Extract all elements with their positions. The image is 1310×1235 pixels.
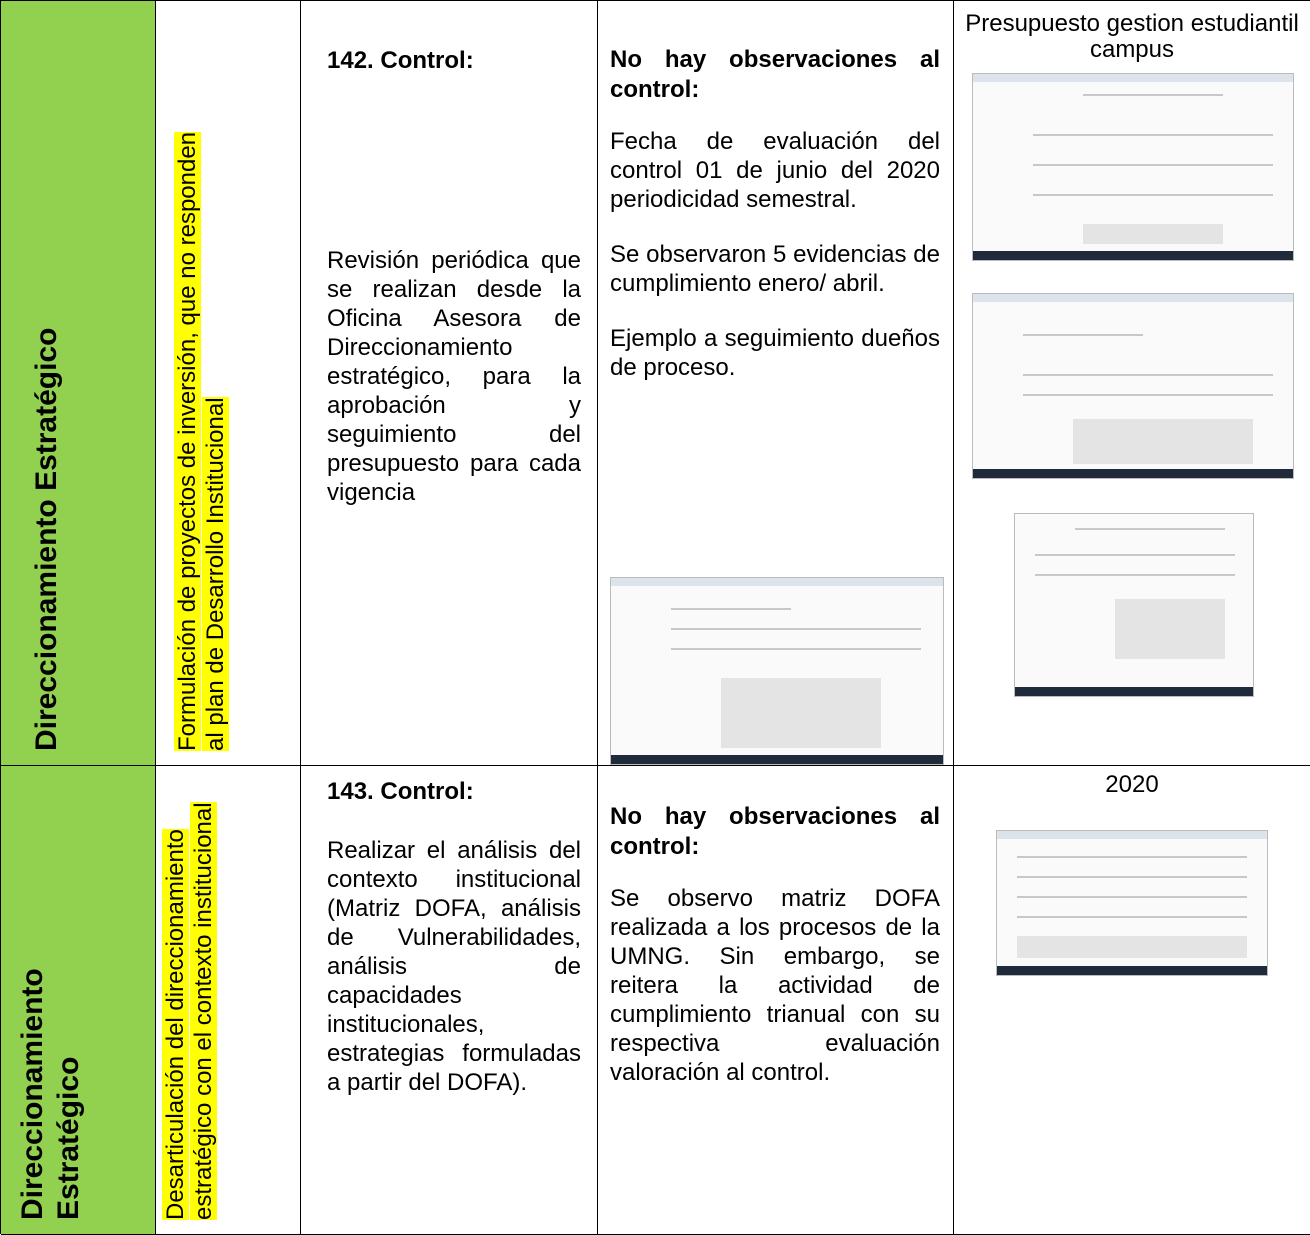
screenshot-line [1023,374,1273,376]
risk: Desarticulación del direccionamiento est… [162,780,218,1220]
screenshot-taskbar [997,966,1267,975]
screenshot-line [1033,134,1273,136]
screenshot-line [1023,394,1273,396]
control-text: Realizar el análisis del contexto instit… [327,837,581,1096]
process-cell: Direccionamiento Estratégico [1,1,156,766]
control-title: 142. Control: [327,47,474,74]
screenshot-taskbar [973,469,1293,478]
screenshot-line [1033,164,1273,166]
observation-title: No hay observaciones al control: [610,803,940,860]
screenshot-line [671,628,921,630]
observation-paragraph: Se observaron 5 evidencias de cumplimien… [610,241,940,297]
risk-text: Formulación de proyectos de inversión, q… [174,131,229,751]
risk-cell: Desarticulación del direccionamiento est… [156,766,301,1235]
observation-paragraph: Ejemplo a seguimiento dueños de proceso. [610,325,940,381]
risk-cell: Formulación de proyectos de inversión, q… [156,1,301,766]
screenshot-line [1035,574,1235,576]
screenshot-line [1017,896,1247,898]
process: Direccionamiento Estratégico [30,327,63,751]
observation-cell: No hay observaciones al control: Se obse… [598,766,954,1235]
evidence-cell: Presupuesto gestion estudiantil campus [954,1,1310,766]
control-text: Revisión periódica que se realizan desde… [327,247,581,506]
screenshot-line [1017,916,1247,918]
screenshot-bar [997,831,1267,839]
observation: No hay observaciones al control: Se obse… [610,802,940,1113]
screenshot-taskbar [611,755,943,764]
screenshot-bar [973,294,1293,302]
observation-title: No hay observaciones al control: [610,46,940,103]
screenshot [610,577,944,765]
screenshot [972,293,1294,479]
control-title: 143. Control: [327,778,474,805]
screenshot-bar [973,74,1293,82]
observation-cell: No hay observaciones al control: Fecha d… [598,1,954,766]
screenshot-line [671,608,791,610]
control-cell: 143. Control: Realizar el análisis del c… [301,766,598,1235]
screenshot-table [1083,224,1223,244]
screenshot-taskbar [973,251,1293,260]
screenshot-line [1033,194,1273,196]
evidence-caption: 2020 [1105,771,1159,798]
observation: No hay observaciones al control: Fecha d… [610,45,940,408]
evidence-cell: 2020 [954,766,1310,1235]
screenshot-table [1073,419,1253,464]
screenshot [972,73,1294,261]
screenshot-table [1017,936,1247,958]
risk: Formulación de proyectos de inversión, q… [174,121,230,751]
process-cell: Direccionamiento Estratégico [1,766,156,1235]
process: Direccionamiento Estratégico [16,968,85,1220]
observation-paragraphs: Se observo matriz DOFA realizada a los p… [610,884,940,1087]
screenshot-line [671,648,921,650]
screenshot-line [1017,876,1247,878]
screenshot-line [1023,334,1143,336]
screenshot-taskbar [1015,687,1253,696]
observation-paragraph: Fecha de evaluación del control 01 de ju… [610,128,940,213]
risk-text: Desarticulación del direccionamiento est… [162,802,217,1220]
screenshot-line [1035,554,1235,556]
evidence-caption: Presupuesto gestion estudiantil campus [965,10,1299,63]
screenshot-line [1083,94,1223,96]
screenshot-bar [611,578,943,586]
observation-paragraphs: Fecha de evaluación del control 01 de ju… [610,127,940,382]
observation-paragraph: Se observo matriz DOFA realizada a los p… [610,885,940,1086]
screenshot-block [1115,599,1225,659]
control-cell: 142. Control: Revisión periódica que se … [301,1,598,766]
screenshot-line [1017,856,1247,858]
screenshot-table [721,678,881,748]
screenshot-line [1075,528,1225,530]
screenshot [1014,513,1254,697]
screenshot [996,830,1268,976]
